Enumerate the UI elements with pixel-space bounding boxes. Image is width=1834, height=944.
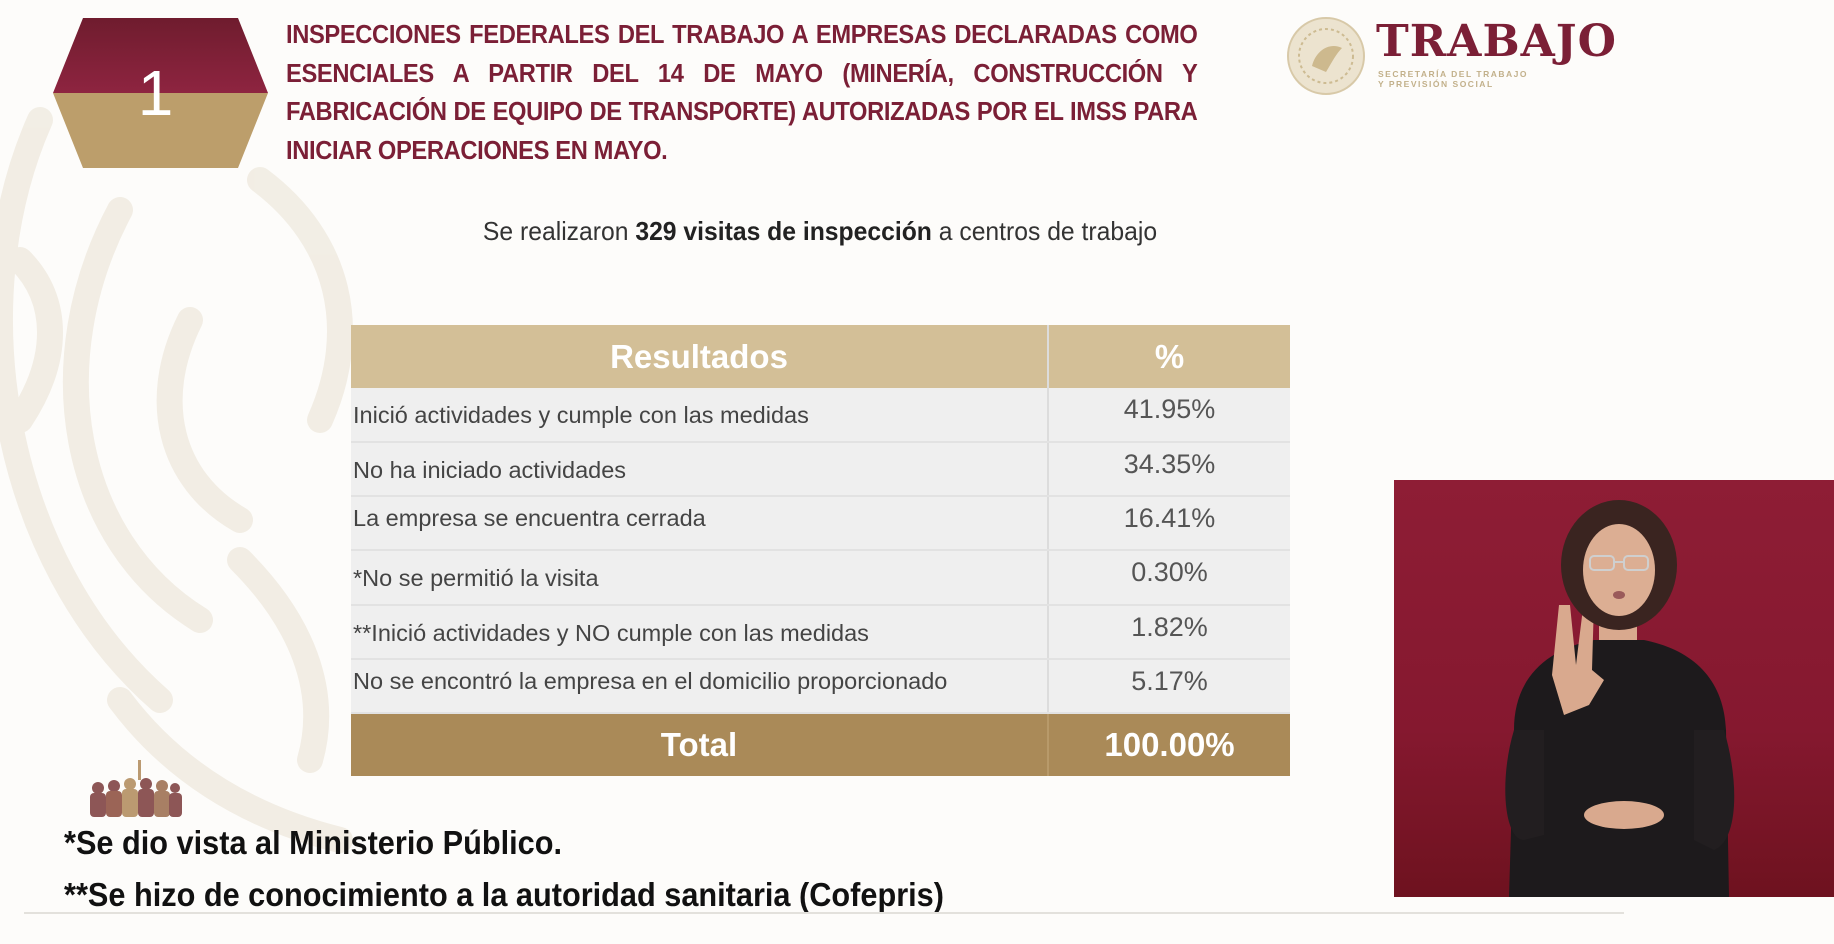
- column-header-percent: %: [1048, 325, 1290, 388]
- row-percent: 41.95%: [1048, 388, 1290, 443]
- slide-title: INSPECCIONES FEDERALES DEL TRABAJO A EMP…: [286, 21, 1198, 165]
- table-row: La empresa se encuentra cerrada 16.41%: [351, 496, 1290, 551]
- logo-subtitle: SECRETARÍA DEL TRABAJO Y PREVISIÓN SOCIA…: [1378, 69, 1528, 89]
- row-percent: 34.35%: [1048, 442, 1290, 497]
- total-label: Total: [351, 713, 1049, 776]
- footnotes: *Se dio vista al Ministerio Público. **S…: [64, 817, 944, 921]
- footnote-2: **Se hizo de conocimiento a la autoridad…: [64, 876, 944, 913]
- heroes-silhouette-icon: [90, 760, 182, 817]
- table-row: Inició actividades y cumple con las medi…: [351, 388, 1290, 443]
- summary-prefix: Se realizaron: [482, 216, 636, 246]
- interpreter-figure: [1505, 500, 1735, 897]
- slide-number: 1: [137, 57, 174, 129]
- row-label: La empresa se encuentra cerrada: [351, 496, 1049, 551]
- table-total-row: Total 100.00%: [351, 713, 1290, 776]
- mexico-seal-icon: [1287, 17, 1365, 95]
- logo-wordmark: TRABAJO: [1376, 16, 1617, 67]
- row-label: **Inició actividades y NO cumple con las…: [351, 605, 1049, 660]
- summary-suffix: a centros de trabajo: [931, 216, 1158, 246]
- table-row: No ha iniciado actividades 34.35%: [351, 442, 1290, 497]
- row-label: *No se permitió la visita: [351, 550, 1049, 606]
- row-percent: 16.41%: [1048, 496, 1290, 551]
- slide-number-badge: 1: [53, 18, 268, 168]
- sign-language-interpreter-video: [1394, 480, 1834, 897]
- trabajo-logo: TRABAJO SECRETARÍA DEL TRABAJO Y PREVISI…: [1286, 16, 1726, 104]
- table-row: No se encontró la empresa en el domicili…: [351, 659, 1290, 714]
- row-percent: 1.82%: [1048, 605, 1290, 660]
- table-row: **Inició actividades y NO cumple con las…: [351, 605, 1290, 660]
- table-header-row: Resultados %: [351, 325, 1290, 388]
- bottom-divider: [24, 912, 1624, 914]
- hexagon-shape: [53, 18, 268, 168]
- logo-subtitle-line2: Y PREVISIÓN SOCIAL: [1378, 79, 1494, 89]
- row-percent: 5.17%: [1048, 659, 1290, 714]
- column-header-resultados: Resultados: [351, 325, 1049, 388]
- total-percent: 100.00%: [1048, 713, 1290, 776]
- row-label: No se encontró la empresa en el domicili…: [351, 659, 1049, 714]
- table-row: *No se permitió la visita 0.30%: [351, 550, 1290, 606]
- summary-text: Se realizaron 329 visitas de inspección …: [440, 216, 1200, 247]
- row-label: Inició actividades y cumple con las medi…: [351, 388, 1049, 443]
- results-table: Resultados % Inició actividades y cumple…: [351, 325, 1290, 776]
- footnote-1: *Se dio vista al Ministerio Público.: [64, 824, 562, 861]
- summary-visits-count: 329 visitas de inspección: [635, 216, 932, 246]
- logo-subtitle-line1: SECRETARÍA DEL TRABAJO: [1378, 69, 1528, 79]
- row-label: No ha iniciado actividades: [351, 442, 1049, 497]
- row-percent: 0.30%: [1048, 550, 1290, 606]
